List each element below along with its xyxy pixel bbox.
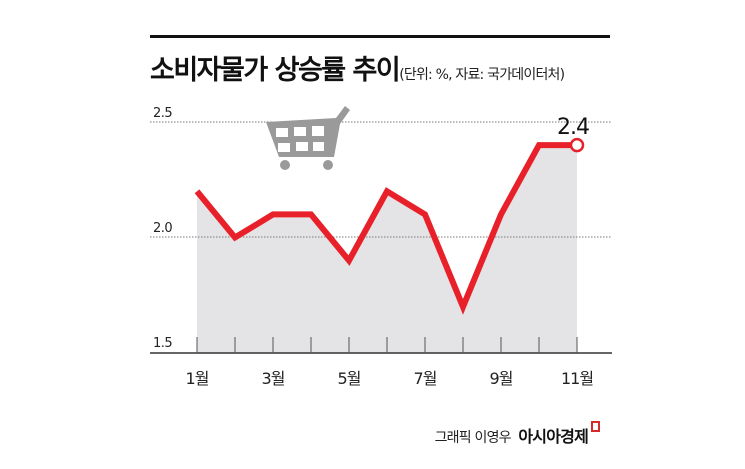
shopping-cart-icon [266, 106, 350, 170]
last-point-marker [569, 137, 585, 153]
x-axis-labels: 1월 3월 5월 7월 9월 11월 [186, 369, 595, 388]
x-tick-label: 7월 [414, 369, 437, 388]
graphic-credit: 그래픽 이영우 [434, 430, 512, 446]
credit-line: 그래픽 이영우 아시아경제 [434, 421, 600, 447]
chart-title: 소비자물가 상승률 추이 [150, 55, 401, 86]
x-axis-ticks [196, 337, 578, 353]
y-tick-1-5: 1.5 [153, 336, 172, 351]
x-tick-label: 1월 [186, 369, 209, 388]
top-rule [150, 35, 610, 38]
x-tick-label: 9월 [490, 369, 513, 388]
data-line [194, 142, 577, 315]
x-tick-label: 3월 [262, 369, 285, 388]
brand-mark-icon [591, 421, 600, 432]
y-tick-2-5: 2.5 [153, 106, 172, 121]
y-tick-2-0: 2.0 [153, 221, 172, 236]
last-value-label: 2.4 [557, 115, 589, 140]
x-tick-label: 11월 [561, 369, 593, 388]
chart-area-fill [197, 145, 577, 353]
publisher-brand: 아시아경제 [518, 427, 588, 446]
x-tick-label: 5월 [338, 369, 361, 388]
chart-title-block: 소비자물가 상승률 추이(단위: %, 자료: 국가데이터처) [150, 48, 565, 87]
chart-subtitle: (단위: %, 자료: 국가데이터처) [399, 67, 565, 83]
